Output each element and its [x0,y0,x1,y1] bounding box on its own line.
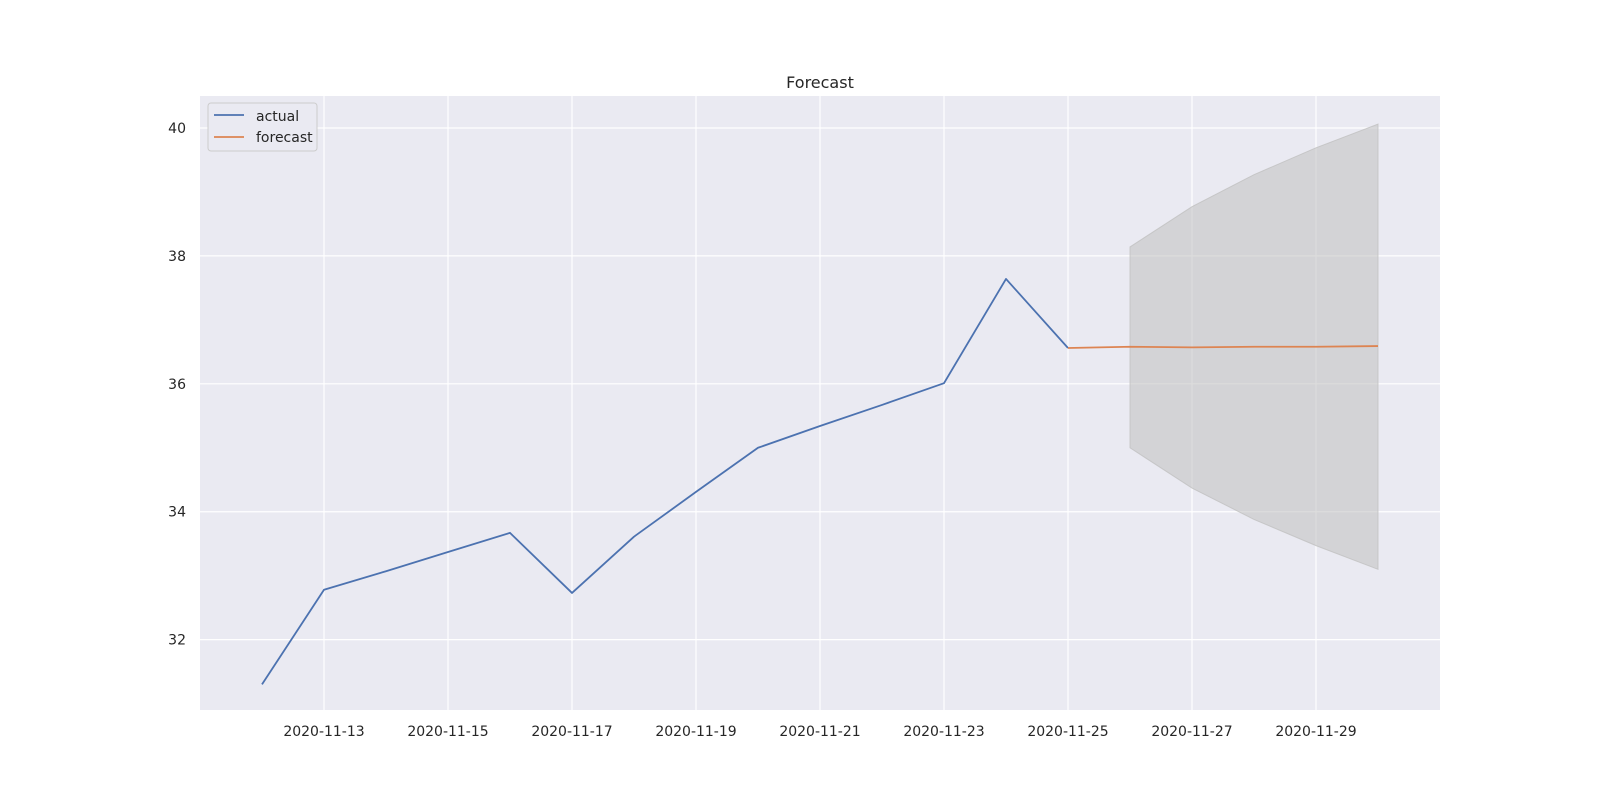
y-tick-label: 38 [168,249,186,265]
x-tick-labels: 2020-11-13 2020-11-15 2020-11-17 2020-11-19… [283,724,1356,740]
y-tick-label: 40 [168,121,186,137]
legend-label-actual: actual [256,109,299,125]
x-tick-label: 2020-11-23 [903,724,984,740]
y-tick-label: 36 [168,377,186,393]
x-tick-label: 2020-11-21 [779,724,860,740]
x-tick-label: 2020-11-17 [531,724,612,740]
x-tick-label: 2020-11-15 [407,724,488,740]
y-tick-label: 34 [168,505,186,521]
y-tick-label: 32 [168,633,186,649]
y-tick-labels: 32 34 36 38 40 [168,121,186,649]
x-tick-label: 2020-11-25 [1027,724,1108,740]
chart-title: Forecast [786,73,854,92]
series-layer [261,278,1379,685]
legend-label-forecast: forecast [256,130,313,146]
legend: actual forecast [207,102,318,152]
series-line-actual [261,278,1069,685]
series-line-forecast [1067,345,1379,349]
x-tick-label: 2020-11-27 [1151,724,1232,740]
x-tick-label: 2020-11-13 [283,724,364,740]
x-tick-label: 2020-11-19 [655,724,736,740]
x-tick-label: 2020-11-29 [1275,724,1356,740]
